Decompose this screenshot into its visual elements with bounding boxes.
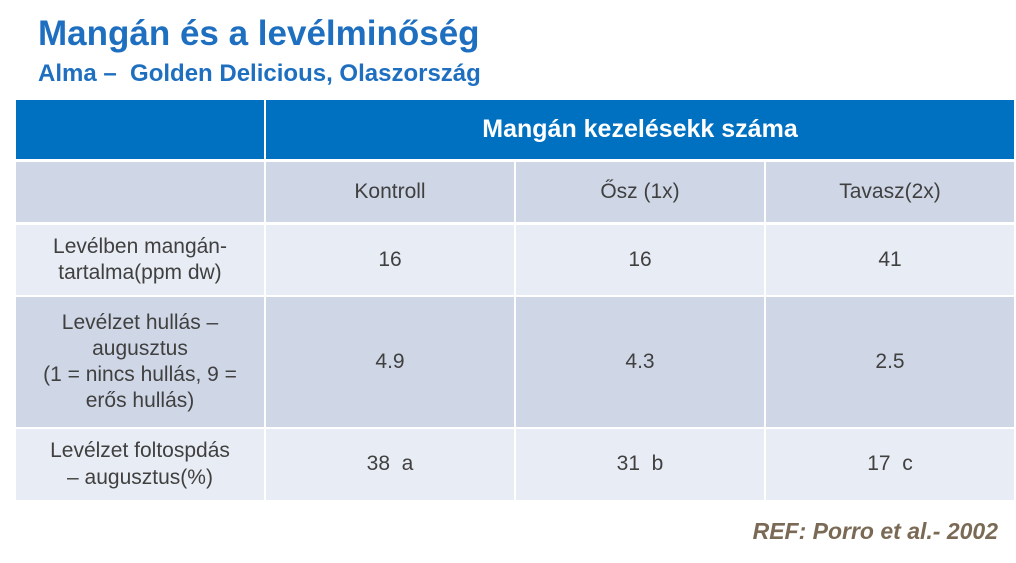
column-header: Tavasz(2x) <box>766 162 1014 222</box>
cell-text: 31 b <box>616 452 664 476</box>
row-label-line: Levélzet foltospdás <box>50 439 230 463</box>
cell-text: 2.5 <box>875 349 905 373</box>
cell-text: 17 c <box>867 452 913 476</box>
table-cell: 4.9 <box>266 297 514 427</box>
row-label-line: – augusztus(%) <box>67 465 213 489</box>
table-cell: 16 <box>266 225 514 295</box>
cell-text: 41 <box>878 247 902 271</box>
reference: REF: Porro et al.- 2002 <box>752 518 998 544</box>
table-cell: 4.3 <box>516 297 764 427</box>
column-corner <box>16 162 264 222</box>
row-label-line: erős hullás) <box>85 389 195 413</box>
group-header-text: Mangán kezelésekk száma <box>482 114 798 143</box>
row-label: Levélben mangán-tartalma(ppm dw) <box>16 225 264 295</box>
table-cell: 41 <box>766 225 1014 295</box>
cell-text: 16 <box>628 247 652 271</box>
row-label-line: (1 = nincs hullás, 9 = <box>43 363 237 386</box>
column-header-text: Ősz (1x) <box>600 179 680 203</box>
column-header: Kontroll <box>266 162 514 222</box>
column-header: Ősz (1x) <box>516 162 764 222</box>
cell-text: 4.9 <box>375 349 405 373</box>
table-cell: 31 b <box>516 429 764 500</box>
cell-text: 16 <box>378 247 402 271</box>
header-corner <box>16 100 264 159</box>
row-label-line: tartalma(ppm dw) <box>58 261 222 284</box>
row-label-line: augusztus <box>92 336 188 360</box>
row-label: Levélzet foltospdás – augusztus(%) <box>16 429 264 500</box>
table-cell: 2.5 <box>766 297 1014 427</box>
title: Mangán és a levélminőség <box>38 14 480 53</box>
table-cell: 17 c <box>766 429 1014 500</box>
row-label-line: Levélzet hullás – <box>61 310 219 334</box>
row-label-line: Levélben mangán- <box>53 234 227 258</box>
table-cell: 38 a <box>266 429 514 500</box>
cell-text: 4.3 <box>625 349 655 373</box>
column-header-text: Kontroll <box>354 179 426 203</box>
row-label: Levélzet hullás – augusztus (1 = nincs hul… <box>16 297 264 427</box>
table-cell: 16 <box>516 225 764 295</box>
cell-text: 38 a <box>366 452 414 476</box>
column-header-text: Tavasz(2x) <box>839 179 941 203</box>
group-header: Mangán kezelésekk száma <box>266 100 1014 159</box>
subtitle: Alma – Golden Delicious, Olaszország <box>38 60 481 87</box>
